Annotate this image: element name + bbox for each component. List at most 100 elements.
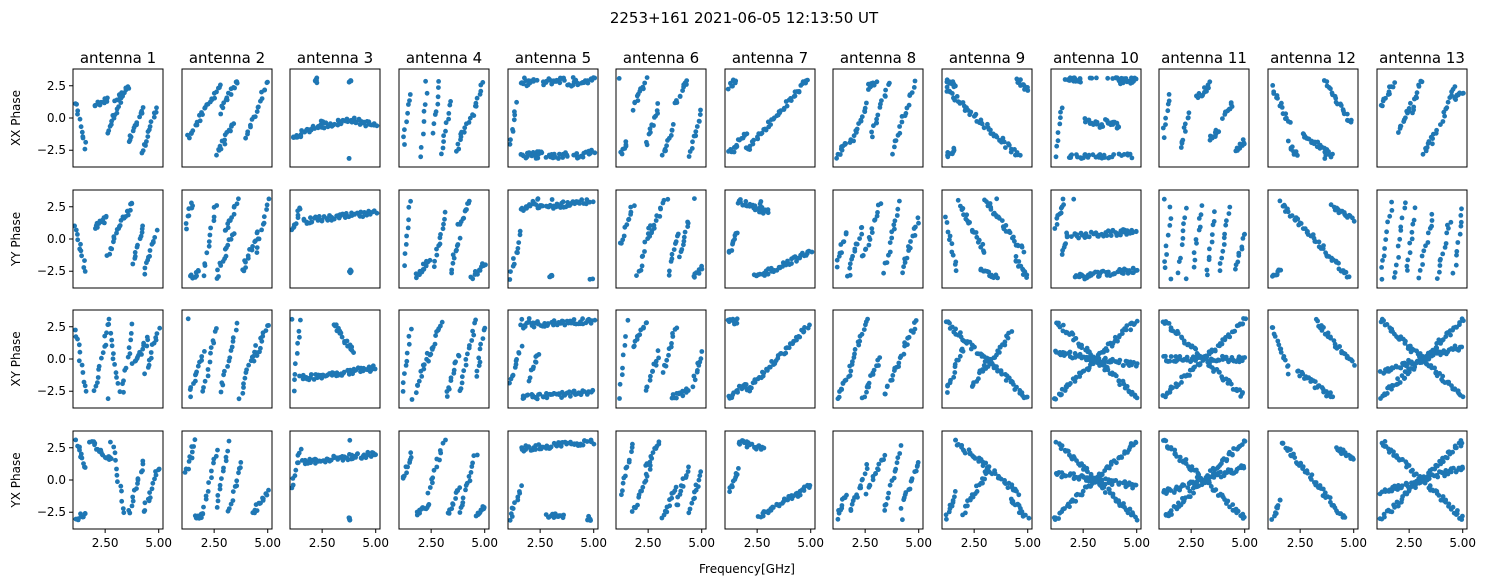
data-point xyxy=(1396,130,1401,135)
data-point xyxy=(1436,493,1442,498)
data-point xyxy=(297,334,302,340)
data-point xyxy=(734,316,740,322)
data-point xyxy=(128,331,134,336)
data-point xyxy=(214,505,220,510)
data-point xyxy=(695,368,700,373)
data-point xyxy=(839,250,844,256)
data-point xyxy=(898,443,904,448)
figure-title: 2253+161 2021-06-05 12:13:50 UT xyxy=(610,9,879,27)
scatter-points xyxy=(617,317,705,401)
data-point xyxy=(1442,245,1448,250)
data-point xyxy=(887,80,892,86)
data-point xyxy=(642,239,648,245)
x-tick-label: 2.50 xyxy=(635,536,662,550)
data-point xyxy=(120,506,126,511)
data-point xyxy=(1216,129,1222,135)
data-point xyxy=(1434,276,1440,281)
data-point xyxy=(863,246,869,252)
data-point xyxy=(1403,338,1408,344)
data-point xyxy=(862,105,868,111)
scatter-points xyxy=(1161,196,1247,282)
data-point xyxy=(264,492,270,498)
data-point xyxy=(878,201,884,207)
data-point xyxy=(254,245,260,251)
data-point xyxy=(1275,503,1281,508)
data-point xyxy=(1277,497,1283,503)
data-point xyxy=(82,383,88,389)
data-point xyxy=(205,373,211,379)
data-point xyxy=(140,468,145,473)
data-point xyxy=(619,492,624,498)
data-point xyxy=(144,139,149,144)
data-point xyxy=(1173,354,1179,359)
data-point xyxy=(943,512,949,518)
data-point xyxy=(1168,488,1174,493)
data-point xyxy=(890,373,896,378)
data-point xyxy=(510,506,516,511)
data-point xyxy=(697,112,703,117)
data-point xyxy=(952,370,958,375)
data-point xyxy=(1188,358,1194,364)
data-point xyxy=(698,356,704,362)
data-point xyxy=(1053,154,1059,160)
data-point xyxy=(617,381,623,387)
data-point xyxy=(437,457,442,463)
data-point xyxy=(653,362,659,368)
panel-1-12: antenna 12 xyxy=(1267,49,1359,168)
data-point xyxy=(1116,378,1122,383)
data-point xyxy=(732,236,737,242)
data-point xyxy=(217,482,223,488)
data-point xyxy=(1197,353,1203,359)
data-point xyxy=(1328,390,1333,396)
data-point xyxy=(1163,243,1169,249)
y-tick-label: 0.0 xyxy=(47,111,66,125)
data-point xyxy=(1275,338,1281,344)
data-point xyxy=(623,139,629,145)
data-point xyxy=(1134,517,1140,523)
data-point xyxy=(564,152,570,158)
data-point xyxy=(229,215,235,221)
data-point xyxy=(1182,215,1188,221)
data-point xyxy=(407,98,412,103)
data-point xyxy=(234,320,240,326)
data-point xyxy=(103,342,109,348)
data-point xyxy=(669,495,675,501)
data-point xyxy=(578,392,584,398)
data-point xyxy=(1168,508,1174,513)
data-point xyxy=(210,338,216,344)
data-point xyxy=(1459,206,1464,212)
data-point xyxy=(185,316,191,322)
data-point xyxy=(99,355,104,361)
data-point xyxy=(201,273,207,279)
data-point xyxy=(668,133,674,138)
data-point xyxy=(207,359,213,365)
x-tick-label: 2.50 xyxy=(1178,536,1205,550)
data-point xyxy=(1405,268,1410,273)
data-point xyxy=(912,78,918,84)
x-tick-label: 2.50 xyxy=(1287,536,1314,550)
y-tick-label: 2.5 xyxy=(47,79,66,93)
data-point xyxy=(1185,115,1191,121)
data-point xyxy=(1114,460,1119,466)
data-point xyxy=(1179,380,1184,385)
data-point xyxy=(1060,196,1066,202)
data-point xyxy=(153,109,159,115)
data-point xyxy=(225,242,231,248)
data-point xyxy=(518,322,523,328)
data-point xyxy=(619,372,625,378)
data-point xyxy=(129,200,135,206)
data-point xyxy=(1014,76,1020,82)
data-point xyxy=(150,239,156,244)
data-point xyxy=(147,248,153,253)
data-point xyxy=(864,100,869,106)
data-point xyxy=(674,395,679,401)
panel-2-3 xyxy=(289,189,381,289)
data-point xyxy=(425,503,431,508)
data-point xyxy=(1001,139,1007,145)
data-point xyxy=(1212,209,1217,215)
data-point xyxy=(1193,346,1199,352)
data-point xyxy=(423,78,428,84)
data-point xyxy=(187,135,192,141)
data-point xyxy=(1385,219,1390,225)
data-point xyxy=(951,145,957,151)
